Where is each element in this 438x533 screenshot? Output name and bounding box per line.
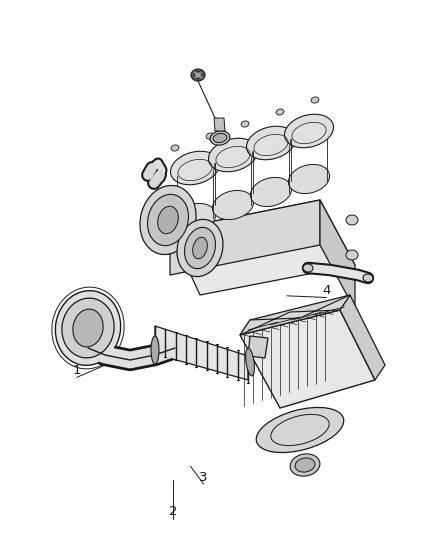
Ellipse shape — [276, 109, 284, 115]
Ellipse shape — [212, 190, 254, 220]
Ellipse shape — [303, 264, 313, 272]
Ellipse shape — [140, 185, 196, 255]
Text: 2: 2 — [169, 505, 177, 518]
Polygon shape — [155, 326, 248, 380]
Text: 1: 1 — [72, 364, 81, 377]
Text: 4: 4 — [322, 284, 331, 297]
Polygon shape — [214, 118, 225, 131]
Ellipse shape — [311, 97, 319, 103]
Ellipse shape — [206, 133, 214, 139]
Ellipse shape — [290, 454, 320, 476]
Polygon shape — [170, 200, 320, 275]
Ellipse shape — [73, 309, 103, 347]
Ellipse shape — [55, 290, 120, 365]
Polygon shape — [248, 336, 268, 358]
Text: 3: 3 — [199, 471, 208, 483]
Ellipse shape — [62, 298, 114, 358]
Ellipse shape — [346, 215, 358, 225]
Polygon shape — [240, 295, 350, 335]
Ellipse shape — [174, 204, 215, 232]
Polygon shape — [240, 310, 375, 408]
Ellipse shape — [148, 195, 188, 246]
Polygon shape — [240, 295, 350, 335]
Ellipse shape — [288, 164, 330, 193]
Ellipse shape — [210, 131, 230, 145]
Ellipse shape — [171, 145, 179, 151]
Ellipse shape — [241, 121, 249, 127]
Ellipse shape — [363, 274, 373, 282]
Ellipse shape — [285, 114, 333, 148]
Ellipse shape — [177, 220, 223, 277]
Ellipse shape — [194, 71, 202, 78]
Ellipse shape — [151, 336, 159, 364]
Ellipse shape — [251, 177, 292, 207]
Ellipse shape — [213, 133, 227, 143]
Ellipse shape — [295, 458, 315, 472]
Polygon shape — [170, 200, 355, 295]
Polygon shape — [320, 200, 355, 310]
Ellipse shape — [247, 126, 296, 160]
Ellipse shape — [346, 250, 358, 260]
Ellipse shape — [193, 237, 207, 259]
Ellipse shape — [170, 151, 219, 185]
Polygon shape — [340, 295, 385, 380]
Ellipse shape — [246, 348, 254, 376]
Ellipse shape — [208, 138, 258, 172]
Ellipse shape — [184, 228, 215, 269]
Ellipse shape — [191, 69, 205, 81]
Ellipse shape — [256, 407, 344, 453]
Ellipse shape — [158, 206, 178, 234]
